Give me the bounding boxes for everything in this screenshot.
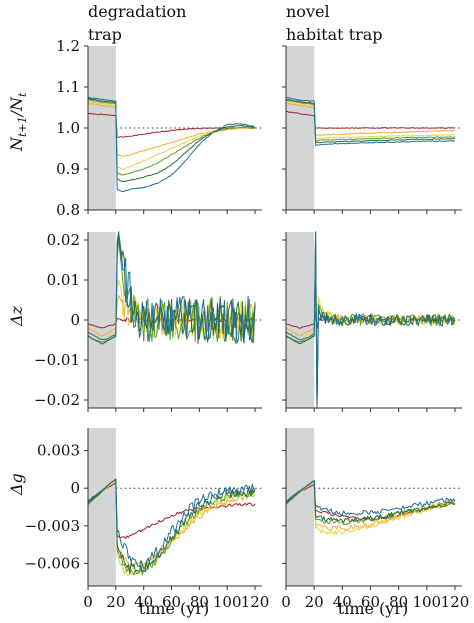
x-tick-label-delta-g-degradation-1: 20 — [106, 593, 125, 611]
x-tick-label-delta-g-degradation-5: 100 — [213, 593, 242, 611]
x-tick-label-delta-g-habitat-4: 80 — [389, 593, 408, 611]
xlabel-left: time (yr) — [139, 599, 209, 618]
ylabel-growth-sub2: t — [16, 92, 29, 97]
ylabel-growth-sub1: t+1 — [16, 116, 29, 137]
panel-delta-g-degradation: −0.006 −0.003 0 0.003 0 20 40 60 80 100 120 — [24, 428, 269, 611]
panel-grid: 0.8 0.9 1.0 1.1 1.2 −0.02 −0.01 0 0.01 0.02 −0.006… — [24, 37, 469, 611]
ylabel-growth-rate: Nt+1/Nt — [7, 92, 29, 152]
series-line-growth-degradation-6 — [88, 97, 256, 192]
panel-delta-z-degradation: −0.02 −0.01 0 0.01 0.02 — [34, 231, 262, 412]
x-tick-label-delta-g-degradation-4: 80 — [190, 593, 209, 611]
shaded-interval-delta-z-degradation — [88, 232, 116, 408]
x-tick-label-delta-g-habitat-0: 0 — [281, 593, 291, 611]
ylabel-growth-main: N — [7, 136, 26, 152]
ylabel-delta-g: Δg — [7, 473, 26, 496]
x-tick-label-delta-g-degradation-0: 0 — [83, 593, 93, 611]
x-tick-label-delta-g-degradation-6: 120 — [241, 593, 270, 611]
x-tick-label-delta-g-habitat-6: 120 — [441, 593, 470, 611]
ylabel-growth-mid: /N — [7, 96, 26, 118]
y-tick-label-delta-g-degradation-3: 0.003 — [37, 442, 80, 460]
y-tick-label-delta-z-degradation-3: 0.01 — [47, 271, 80, 289]
column-title-left-line2: trap — [88, 25, 122, 44]
series-line-delta-z-habitat-6 — [286, 231, 456, 409]
y-tick-label-delta-g-degradation-1: −0.003 — [24, 517, 80, 535]
y-tick-label-delta-z-degradation-4: 0.02 — [47, 231, 80, 249]
y-tick-label-growth-degradation-1: 0.9 — [56, 160, 80, 178]
xlabel-right: time (yr) — [338, 599, 408, 618]
y-tick-label-delta-g-degradation-2: 0 — [70, 479, 80, 497]
y-tick-label-delta-z-degradation-2: 0 — [70, 311, 80, 329]
shaded-interval-growth-degradation — [88, 46, 116, 210]
ylabel-delta-z: Δz — [7, 305, 26, 327]
shaded-interval-growth-habitat — [286, 46, 315, 210]
series-line-growth-habitat-6 — [286, 96, 456, 146]
panel-growth-habitat — [282, 45, 462, 214]
y-tick-label-growth-degradation-2: 1.0 — [56, 119, 80, 137]
series-line-delta-z-degradation-5 — [88, 235, 256, 345]
column-title-right-line2: habitat trap — [286, 25, 383, 44]
x-tick-label-delta-g-degradation-3: 60 — [162, 593, 181, 611]
series-line-delta-z-habitat-5 — [286, 231, 456, 409]
y-tick-label-delta-g-degradation-0: −0.006 — [24, 554, 80, 572]
column-title-right-line1: novel — [286, 2, 330, 21]
shaded-interval-delta-z-habitat — [286, 232, 315, 408]
shaded-interval-delta-g-degradation — [88, 428, 116, 586]
y-tick-label-growth-degradation-0: 0.8 — [56, 201, 80, 219]
y-tick-label-growth-degradation-3: 1.1 — [56, 78, 80, 96]
panel-growth-degradation: 0.8 0.9 1.0 1.1 1.2 — [56, 37, 262, 219]
y-tick-label-delta-z-degradation-0: −0.02 — [34, 391, 80, 409]
x-tick-label-delta-g-habitat-5: 100 — [412, 593, 441, 611]
x-tick-label-delta-g-degradation-2: 40 — [134, 593, 153, 611]
x-tick-label-delta-g-habitat-2: 40 — [333, 593, 352, 611]
y-tick-label-growth-degradation-4: 1.2 — [56, 37, 80, 55]
series-line-delta-z-degradation-6 — [88, 231, 256, 344]
column-title-left-line1: degradation — [88, 2, 186, 21]
series-line-delta-g-degradation-6 — [88, 478, 256, 570]
y-tick-label-delta-z-degradation-1: −0.01 — [34, 351, 80, 369]
series-line-delta-g-habitat-6 — [286, 480, 456, 516]
panel-delta-g-habitat: 0 20 40 60 80 100 120 — [281, 428, 469, 611]
x-tick-label-delta-g-habitat-3: 60 — [361, 593, 380, 611]
shaded-interval-delta-g-habitat — [286, 428, 315, 586]
x-tick-label-delta-g-habitat-1: 20 — [305, 593, 324, 611]
panel-delta-z-habitat — [282, 231, 462, 412]
